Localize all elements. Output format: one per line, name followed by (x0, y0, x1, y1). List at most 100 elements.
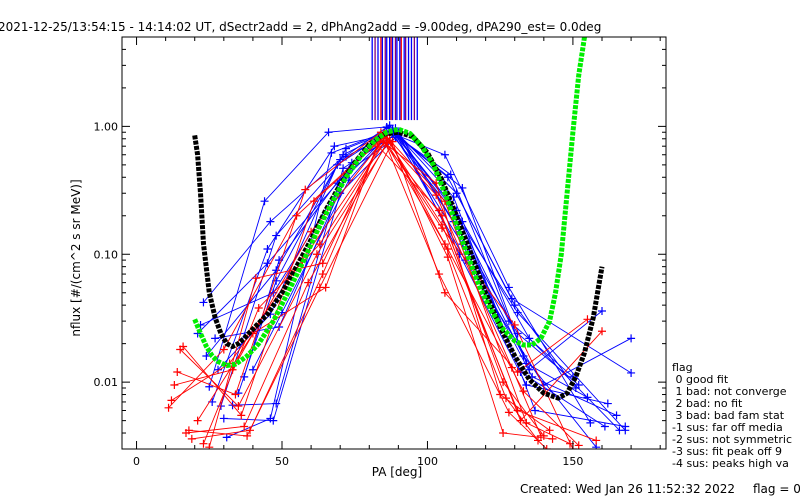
series-24-point-2 (321, 283, 330, 292)
x-tick-label-0: 0 (133, 455, 140, 468)
series-2-point-0 (202, 352, 211, 361)
series-21-point-5 (510, 320, 519, 329)
series-line-26 (208, 132, 571, 448)
series-line-24 (197, 133, 580, 446)
series-23-point-0 (187, 434, 196, 443)
legend-entry-7: -4 sus: peaks high va (672, 457, 789, 470)
series-9-point-2 (327, 148, 336, 157)
x-tick-label-100: 100 (417, 455, 438, 468)
series-8-point-6 (612, 411, 621, 420)
fit-curve-black (192, 129, 605, 401)
series-9-point-1 (266, 414, 275, 423)
series-25-point-6 (592, 436, 601, 445)
series-1-point-1 (266, 217, 275, 226)
series-line-23 (191, 145, 603, 440)
series-9-point-5 (531, 406, 540, 415)
series-18-point-2 (301, 185, 310, 194)
x-axis-label: PA [deg] (372, 465, 422, 479)
series-20-point-0 (179, 342, 188, 351)
y-axis-label: nflux [#/(cm^2 s sr MeV)] (69, 179, 83, 336)
series-20-point-5 (507, 363, 516, 372)
series-8-point-0 (219, 414, 228, 423)
series-22-point-5 (513, 368, 522, 377)
series-6-point-0 (214, 365, 222, 374)
series-7-point-6 (600, 422, 609, 431)
series-20-point-2 (310, 197, 318, 206)
series-24-point-6 (574, 441, 583, 449)
series-23-point-1 (246, 426, 254, 435)
series-26-point-0 (205, 443, 214, 449)
legend-entry-6: -3 sus: fit peak off 9 (672, 445, 782, 458)
y-tick-label-1.00: 1.00 (94, 120, 119, 133)
series-line-25 (203, 137, 597, 444)
y-axis-ticks: 0.01 0.10 1.00 (94, 36, 666, 450)
series-4-point-2 (330, 142, 339, 151)
series-19-point-5 (499, 429, 508, 438)
legend-entry-2: 2 bad: no fit (672, 397, 743, 410)
series-26-point-5 (522, 418, 531, 427)
series-3-point-1 (260, 197, 269, 206)
data-series (164, 121, 636, 449)
series-9-point-0 (222, 433, 231, 442)
series-22-point-0 (184, 426, 193, 435)
series-2-point-6 (574, 380, 583, 389)
series-19-point-2 (312, 250, 321, 259)
series-19-point-1 (234, 402, 243, 411)
series-23-point-6 (598, 327, 606, 336)
series-22-point-3 (388, 137, 397, 146)
series-25-point-0 (199, 439, 208, 448)
series-11-point-4 (443, 173, 452, 182)
axes (121, 36, 667, 450)
series-19-point-4 (443, 253, 452, 262)
legend-title: flag (672, 361, 693, 374)
series-4-point-1 (263, 244, 272, 253)
series-12-point-2 (342, 144, 350, 153)
series-15-point-0 (164, 403, 173, 412)
series-15-point-1 (219, 345, 228, 354)
series-6-point-6 (598, 306, 606, 315)
series-1-point-0 (199, 298, 208, 307)
x-tick-label-150: 150 (562, 455, 583, 468)
peak-marker-lines (371, 37, 418, 121)
flag-value: flag = 0 (753, 482, 800, 496)
series-25-point-4 (438, 220, 446, 229)
series-23-point-5 (516, 416, 525, 425)
series-14-point-5 (525, 334, 534, 343)
series-20-point-6 (536, 431, 545, 440)
series-24-point-0 (193, 416, 202, 425)
series-line-4 (211, 133, 591, 424)
series-24-point-4 (443, 244, 452, 253)
series-19-point-6 (548, 434, 557, 443)
series-23-point-4 (435, 206, 444, 215)
series-17-point-5 (502, 394, 510, 403)
series-10-point-1 (272, 399, 281, 408)
series-22-point-1 (243, 431, 252, 440)
chart-title: 2021-12-25/13:54:15 - 14:14:02 UT, dSect… (0, 20, 601, 34)
series-5-point-0 (211, 334, 220, 343)
series-7-point-1 (272, 231, 281, 240)
plot-frame (121, 36, 667, 450)
legend-entry-5: -2 sus: not symmetric (672, 433, 792, 446)
series-18-point-6 (542, 445, 551, 449)
series-12-point-1 (272, 276, 281, 285)
series-4-point-4 (440, 150, 449, 159)
series-20-point-1 (237, 411, 246, 420)
fit-curves (192, 37, 605, 401)
legend-entry-1: 1 bad: not converge (672, 385, 787, 398)
series-11-point-1 (263, 259, 272, 268)
series-16-point-0 (167, 396, 176, 405)
series-13-point-6 (603, 399, 612, 408)
series-10-point-6 (627, 334, 636, 343)
legend-entry-0: 0 good fit (672, 373, 729, 386)
series-5-point-6 (592, 443, 601, 449)
series-14-point-6 (615, 426, 624, 435)
flag-legend: flag 0 good fit 1 bad: not converge 2 ba… (672, 361, 792, 470)
legend-entry-4: -1 sus: far off media (672, 421, 783, 434)
created-timestamp: Created: Wed Jan 26 11:52:32 2022 (520, 482, 735, 496)
series-24-point-5 (519, 387, 528, 396)
y-tick-label-0.01: 0.01 (94, 376, 119, 389)
legend-entry-3: 3 bad: bad fam stat (672, 409, 785, 422)
series-22-point-4 (440, 288, 449, 297)
series-16-point-6 (545, 426, 554, 435)
